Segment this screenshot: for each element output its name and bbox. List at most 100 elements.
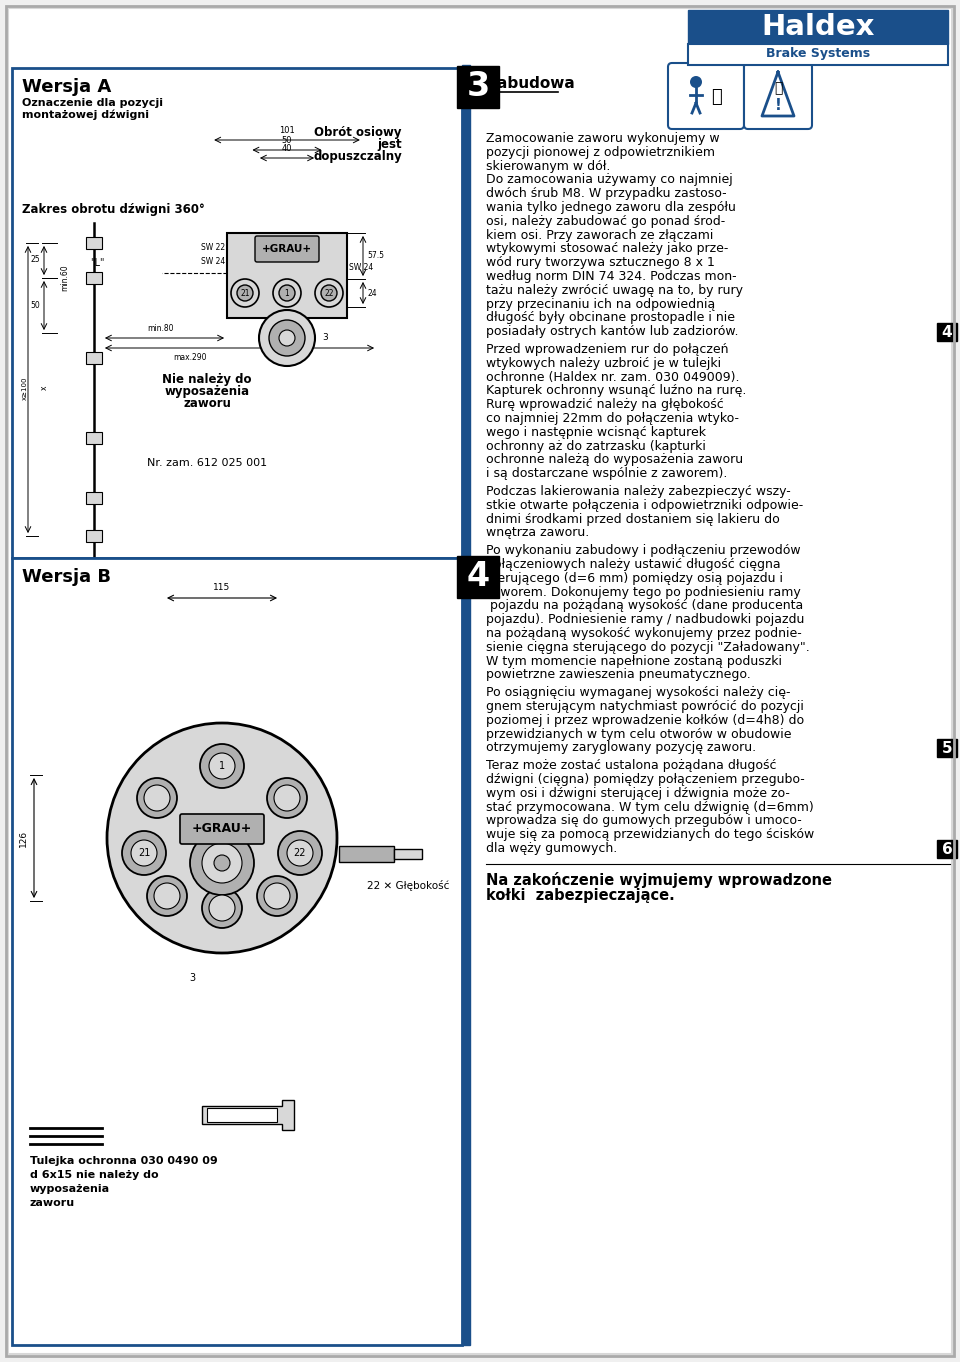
Text: i są dostarczane wspólnie z zaworem).: i są dostarczane wspólnie z zaworem). [486,467,728,481]
Text: 1: 1 [284,289,289,297]
Text: wtykowymi stosować należy jako prze-: wtykowymi stosować należy jako prze- [486,242,729,256]
Text: gnem sterującym natychmiast powrócić do pozycji: gnem sterującym natychmiast powrócić do … [486,700,804,712]
Text: d 6x15 nie należy do: d 6x15 nie należy do [30,1170,158,1179]
Text: wuje się za pomocą przewidzianych do tego ścisków: wuje się za pomocą przewidzianych do teg… [486,828,814,842]
Text: 1: 1 [219,761,225,771]
Text: 4: 4 [942,324,952,339]
Text: Wersja A: Wersja A [22,78,111,95]
Text: przewidzianych w tym celu otworów w obudowie: przewidzianych w tym celu otworów w obud… [486,727,791,741]
Text: dopuszczalny: dopuszczalny [313,150,402,163]
Circle shape [237,285,253,301]
Text: Brake Systems: Brake Systems [766,48,870,60]
Text: kołki  zabezpieczające.: kołki zabezpieczające. [486,888,675,903]
FancyBboxPatch shape [457,65,499,108]
Circle shape [690,76,702,89]
FancyBboxPatch shape [8,8,952,1354]
FancyBboxPatch shape [462,65,470,1346]
Text: +GRAU+: +GRAU+ [192,823,252,835]
Circle shape [144,785,170,810]
Text: Teraz może zostać ustalona pożądana długość: Teraz może zostać ustalona pożądana dług… [486,759,777,772]
Text: min.80: min.80 [147,324,174,332]
Text: Po osiągnięciu wymaganej wysokości należy cię-: Po osiągnięciu wymaganej wysokości należ… [486,686,790,699]
Text: "L": "L" [89,257,105,268]
Text: SW 22: SW 22 [201,244,225,252]
Text: wnętrza zaworu.: wnętrza zaworu. [486,526,589,539]
Circle shape [107,723,337,953]
Text: Kapturek ochronny wsunąć luźno na rurę.: Kapturek ochronny wsunąć luźno na rurę. [486,384,746,398]
Text: sterującego (d=6 mm) pomiędzy osią pojazdu i: sterującego (d=6 mm) pomiędzy osią pojaz… [486,572,783,584]
Text: wym osi i dźwigni sterującej i dźwignia może zo-: wym osi i dźwigni sterującej i dźwignia … [486,787,790,799]
Text: długość były obcinane prostopadle i nie: długość były obcinane prostopadle i nie [486,312,735,324]
Circle shape [200,744,244,789]
Text: 24: 24 [367,289,376,297]
Text: wtykowych należy uzbroić je w tulejki: wtykowych należy uzbroić je w tulejki [486,357,721,370]
FancyBboxPatch shape [688,44,948,65]
Polygon shape [762,72,794,116]
Text: Nr. zam. 612 025 001: Nr. zam. 612 025 001 [147,458,267,469]
Circle shape [202,888,242,928]
FancyBboxPatch shape [86,351,102,364]
Text: Przed wprowadzeniem rur do połączeń: Przed wprowadzeniem rur do połączeń [486,343,729,355]
Circle shape [122,831,166,874]
Text: 22 ✕ Głębokość: 22 ✕ Głębokość [367,880,449,891]
Text: połączeniowych należy ustawić długość cięgna: połączeniowych należy ustawić długość ci… [486,558,780,571]
Text: sienie cięgna sterującego do pozycji "Załadowany".: sienie cięgna sterującego do pozycji "Za… [486,640,809,654]
Circle shape [131,840,157,866]
Circle shape [264,883,290,908]
Text: ochronne należą do wyposażenia zaworu: ochronne należą do wyposażenia zaworu [486,454,743,466]
Text: Zabudowa: Zabudowa [486,76,575,91]
Text: min.60: min.60 [60,264,69,291]
FancyBboxPatch shape [668,63,744,129]
Text: Wersja B: Wersja B [22,568,111,586]
Text: 57.5: 57.5 [367,252,384,260]
Circle shape [278,831,322,874]
Text: 4: 4 [467,561,490,594]
Text: 101: 101 [279,127,295,135]
Text: Rurę wprowadzić należy na głębokość: Rurę wprowadzić należy na głębokość [486,398,724,411]
Circle shape [209,895,235,921]
Circle shape [279,285,295,301]
Circle shape [209,753,235,779]
Text: W tym momencie napełnione zostaną poduszki: W tym momencie napełnione zostaną podusz… [486,655,782,667]
Text: Do zamocowania używamy co najmniej: Do zamocowania używamy co najmniej [486,173,732,187]
Polygon shape [202,1100,294,1130]
Text: wego i następnie wcisnąć kapturek: wego i następnie wcisnąć kapturek [486,426,706,439]
Text: stkie otwarte połączenia i odpowietrzniki odpowie-: stkie otwarte połączenia i odpowietrznik… [486,498,804,512]
Text: x≥100: x≥100 [22,376,28,400]
Text: 3: 3 [322,334,327,342]
Text: !: ! [775,98,781,113]
Text: 50: 50 [31,301,40,309]
Text: 21: 21 [138,849,150,858]
Text: 6: 6 [942,842,952,857]
Text: dla węży gumowych.: dla węży gumowych. [486,842,617,855]
Text: otrzymujemy zaryglowany pozycję zaworu.: otrzymujemy zaryglowany pozycję zaworu. [486,741,756,755]
Text: Haldex: Haldex [761,14,875,41]
Text: według norm DIN 74 324. Podczas mon-: według norm DIN 74 324. Podczas mon- [486,270,736,283]
Text: Oznaczenie dla pozycji: Oznaczenie dla pozycji [22,98,163,108]
FancyBboxPatch shape [180,814,264,844]
FancyBboxPatch shape [207,1109,277,1122]
Text: posiadały ostrych kantów lub zadziorów.: posiadały ostrych kantów lub zadziorów. [486,326,738,338]
FancyBboxPatch shape [688,10,948,44]
Circle shape [287,840,313,866]
FancyBboxPatch shape [937,323,957,342]
Circle shape [214,855,230,872]
Text: wprowadza się do gumowych przegubów i umoco-: wprowadza się do gumowych przegubów i um… [486,814,802,827]
Text: 21: 21 [240,289,250,297]
Text: 22: 22 [324,289,334,297]
Text: stać przymocowana. W tym celu dźwignię (d=6mm): stać przymocowana. W tym celu dźwignię (… [486,801,814,813]
Text: Zamocowanie zaworu wykonujemy w: Zamocowanie zaworu wykonujemy w [486,132,720,144]
Text: poziomej i przez wprowadzenie kołków (d=4h8) do: poziomej i przez wprowadzenie kołków (d=… [486,714,804,727]
Text: wyposażenia: wyposażenia [30,1184,110,1194]
Circle shape [279,330,295,346]
Text: 126: 126 [19,829,28,847]
Text: co najmniej 22mm do połączenia wtyko-: co najmniej 22mm do połączenia wtyko- [486,411,739,425]
Circle shape [274,785,300,810]
Circle shape [315,279,343,306]
Circle shape [154,883,180,908]
Text: wód rury tworzywa sztucznego 8 x 1: wód rury tworzywa sztucznego 8 x 1 [486,256,715,270]
Text: 25: 25 [31,256,40,264]
FancyBboxPatch shape [457,556,499,598]
FancyBboxPatch shape [394,849,422,859]
Text: 5: 5 [942,741,952,756]
